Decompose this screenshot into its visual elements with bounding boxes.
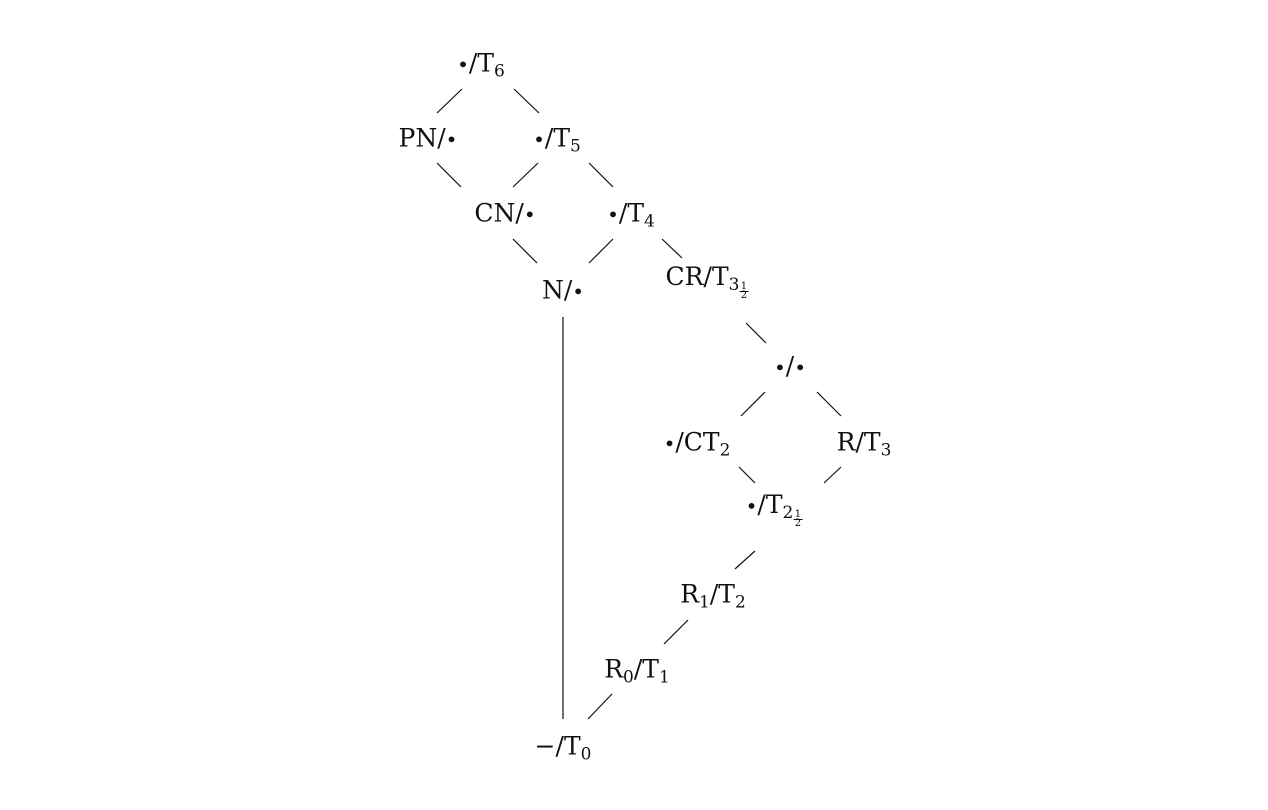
node-right-label: T bbox=[477, 48, 495, 78]
node-subscript: 1 bbox=[658, 667, 670, 688]
edge-bt5-cn bbox=[512, 162, 539, 188]
node-slash: / bbox=[675, 427, 684, 457]
node-pn: PN/• bbox=[399, 126, 458, 151]
node-right-label: T bbox=[863, 427, 881, 457]
node-left-label: CR bbox=[665, 262, 704, 291]
node-left-label: R bbox=[604, 654, 624, 684]
node-slash: / bbox=[785, 351, 795, 381]
node-subscript: 0 bbox=[580, 744, 592, 765]
node-rt3: R/T3 bbox=[836, 427, 892, 460]
node-right-label: • bbox=[572, 279, 585, 304]
node-right-label: • bbox=[523, 202, 536, 227]
edge-bt6-bt5 bbox=[513, 88, 540, 114]
node-left-label: R bbox=[836, 427, 856, 457]
edge-pn-cn bbox=[436, 162, 462, 188]
node-right-label: T bbox=[718, 579, 735, 609]
edge-bb-bct2 bbox=[740, 391, 766, 417]
node-left-subscript: 0 bbox=[623, 667, 634, 688]
edge-r1t2-r0t1 bbox=[663, 619, 689, 645]
edge-bt4-n bbox=[588, 238, 614, 264]
node-bt5: •/T5 bbox=[533, 123, 581, 156]
node-left-label: PN bbox=[398, 123, 438, 153]
node-left-label: • bbox=[663, 431, 676, 456]
node-slash: / bbox=[437, 123, 446, 153]
node-left-subscript: 1 bbox=[699, 592, 710, 613]
node-left-label: • bbox=[745, 494, 758, 518]
node-slash: / bbox=[515, 198, 524, 228]
fraction-bar bbox=[793, 518, 803, 520]
fraction-numerator: 1 bbox=[740, 281, 748, 292]
fraction-bar bbox=[739, 290, 749, 292]
edge-crt-bb bbox=[745, 322, 767, 344]
node-right-label: T bbox=[765, 490, 783, 519]
node-left-label: • bbox=[773, 355, 786, 380]
edge-rt3-bt25 bbox=[823, 466, 842, 484]
node-right-label: • bbox=[794, 355, 807, 380]
node-left-label: • bbox=[607, 202, 619, 227]
node-slash: / bbox=[757, 490, 766, 519]
node-bt4: •/T4 bbox=[607, 198, 655, 231]
node-left-label: − bbox=[534, 731, 556, 761]
node-subscript: 3 bbox=[880, 440, 892, 461]
node-right-label: CT bbox=[683, 427, 720, 457]
fraction-denominator: 2 bbox=[740, 290, 748, 301]
edge-bt5-bt4 bbox=[588, 162, 614, 188]
node-right-label: T bbox=[711, 262, 729, 291]
fraction-numerator: 1 bbox=[794, 509, 802, 520]
node-right-label: T bbox=[627, 198, 645, 228]
node-slash: / bbox=[563, 275, 573, 305]
node-cn: CN/• bbox=[474, 201, 535, 226]
edge-bb-rt3 bbox=[816, 391, 842, 417]
node-bb: •/• bbox=[774, 354, 806, 379]
node-slash: / bbox=[468, 48, 478, 78]
node-right-label: T bbox=[553, 123, 571, 153]
node-slash: / bbox=[709, 579, 719, 609]
node-n: N/• bbox=[542, 278, 584, 303]
node-slash: / bbox=[855, 427, 864, 457]
node-slash: / bbox=[544, 123, 554, 153]
node-subscript: 6 bbox=[494, 61, 505, 82]
node-left-label: R bbox=[680, 579, 700, 609]
node-bt6: •/T6 bbox=[457, 48, 505, 81]
node-subscript: 2 bbox=[719, 440, 731, 461]
node-r0t1: R0/T1 bbox=[604, 654, 670, 687]
edge-bct2-bt25 bbox=[738, 466, 756, 484]
node-subscript: 5 bbox=[570, 136, 581, 157]
node-subscript: 4 bbox=[644, 211, 655, 232]
node-crt: CR/T3 1 2 bbox=[665, 262, 749, 301]
edge-bt4-crt bbox=[661, 238, 683, 259]
node-left-label: N bbox=[541, 275, 564, 305]
node-slash: / bbox=[633, 654, 643, 684]
edge-cn-n bbox=[512, 238, 538, 264]
node-bt25: •/T2 1 2 bbox=[745, 490, 803, 529]
node-right-label: T bbox=[642, 654, 659, 684]
node-slash: / bbox=[618, 198, 628, 228]
node-right-label: • bbox=[445, 127, 458, 152]
edge-r0t1-dasht0 bbox=[587, 693, 613, 720]
node-slash: / bbox=[555, 731, 564, 761]
node-subscript: 2 bbox=[734, 592, 746, 613]
edge-bt25-r1t2 bbox=[734, 550, 756, 570]
node-right-label: T bbox=[563, 731, 581, 761]
node-left-label: • bbox=[533, 127, 545, 152]
node-r1t2: R1/T2 bbox=[680, 579, 746, 612]
edge-bt6-pn bbox=[436, 88, 463, 114]
node-dasht0: −/T0 bbox=[534, 731, 592, 764]
fraction-denominator: 2 bbox=[794, 518, 802, 529]
node-slash: / bbox=[703, 262, 712, 291]
node-bct2: •/CT2 bbox=[663, 427, 731, 460]
node-left-label: • bbox=[457, 52, 469, 77]
node-left-label: CN bbox=[474, 198, 516, 228]
